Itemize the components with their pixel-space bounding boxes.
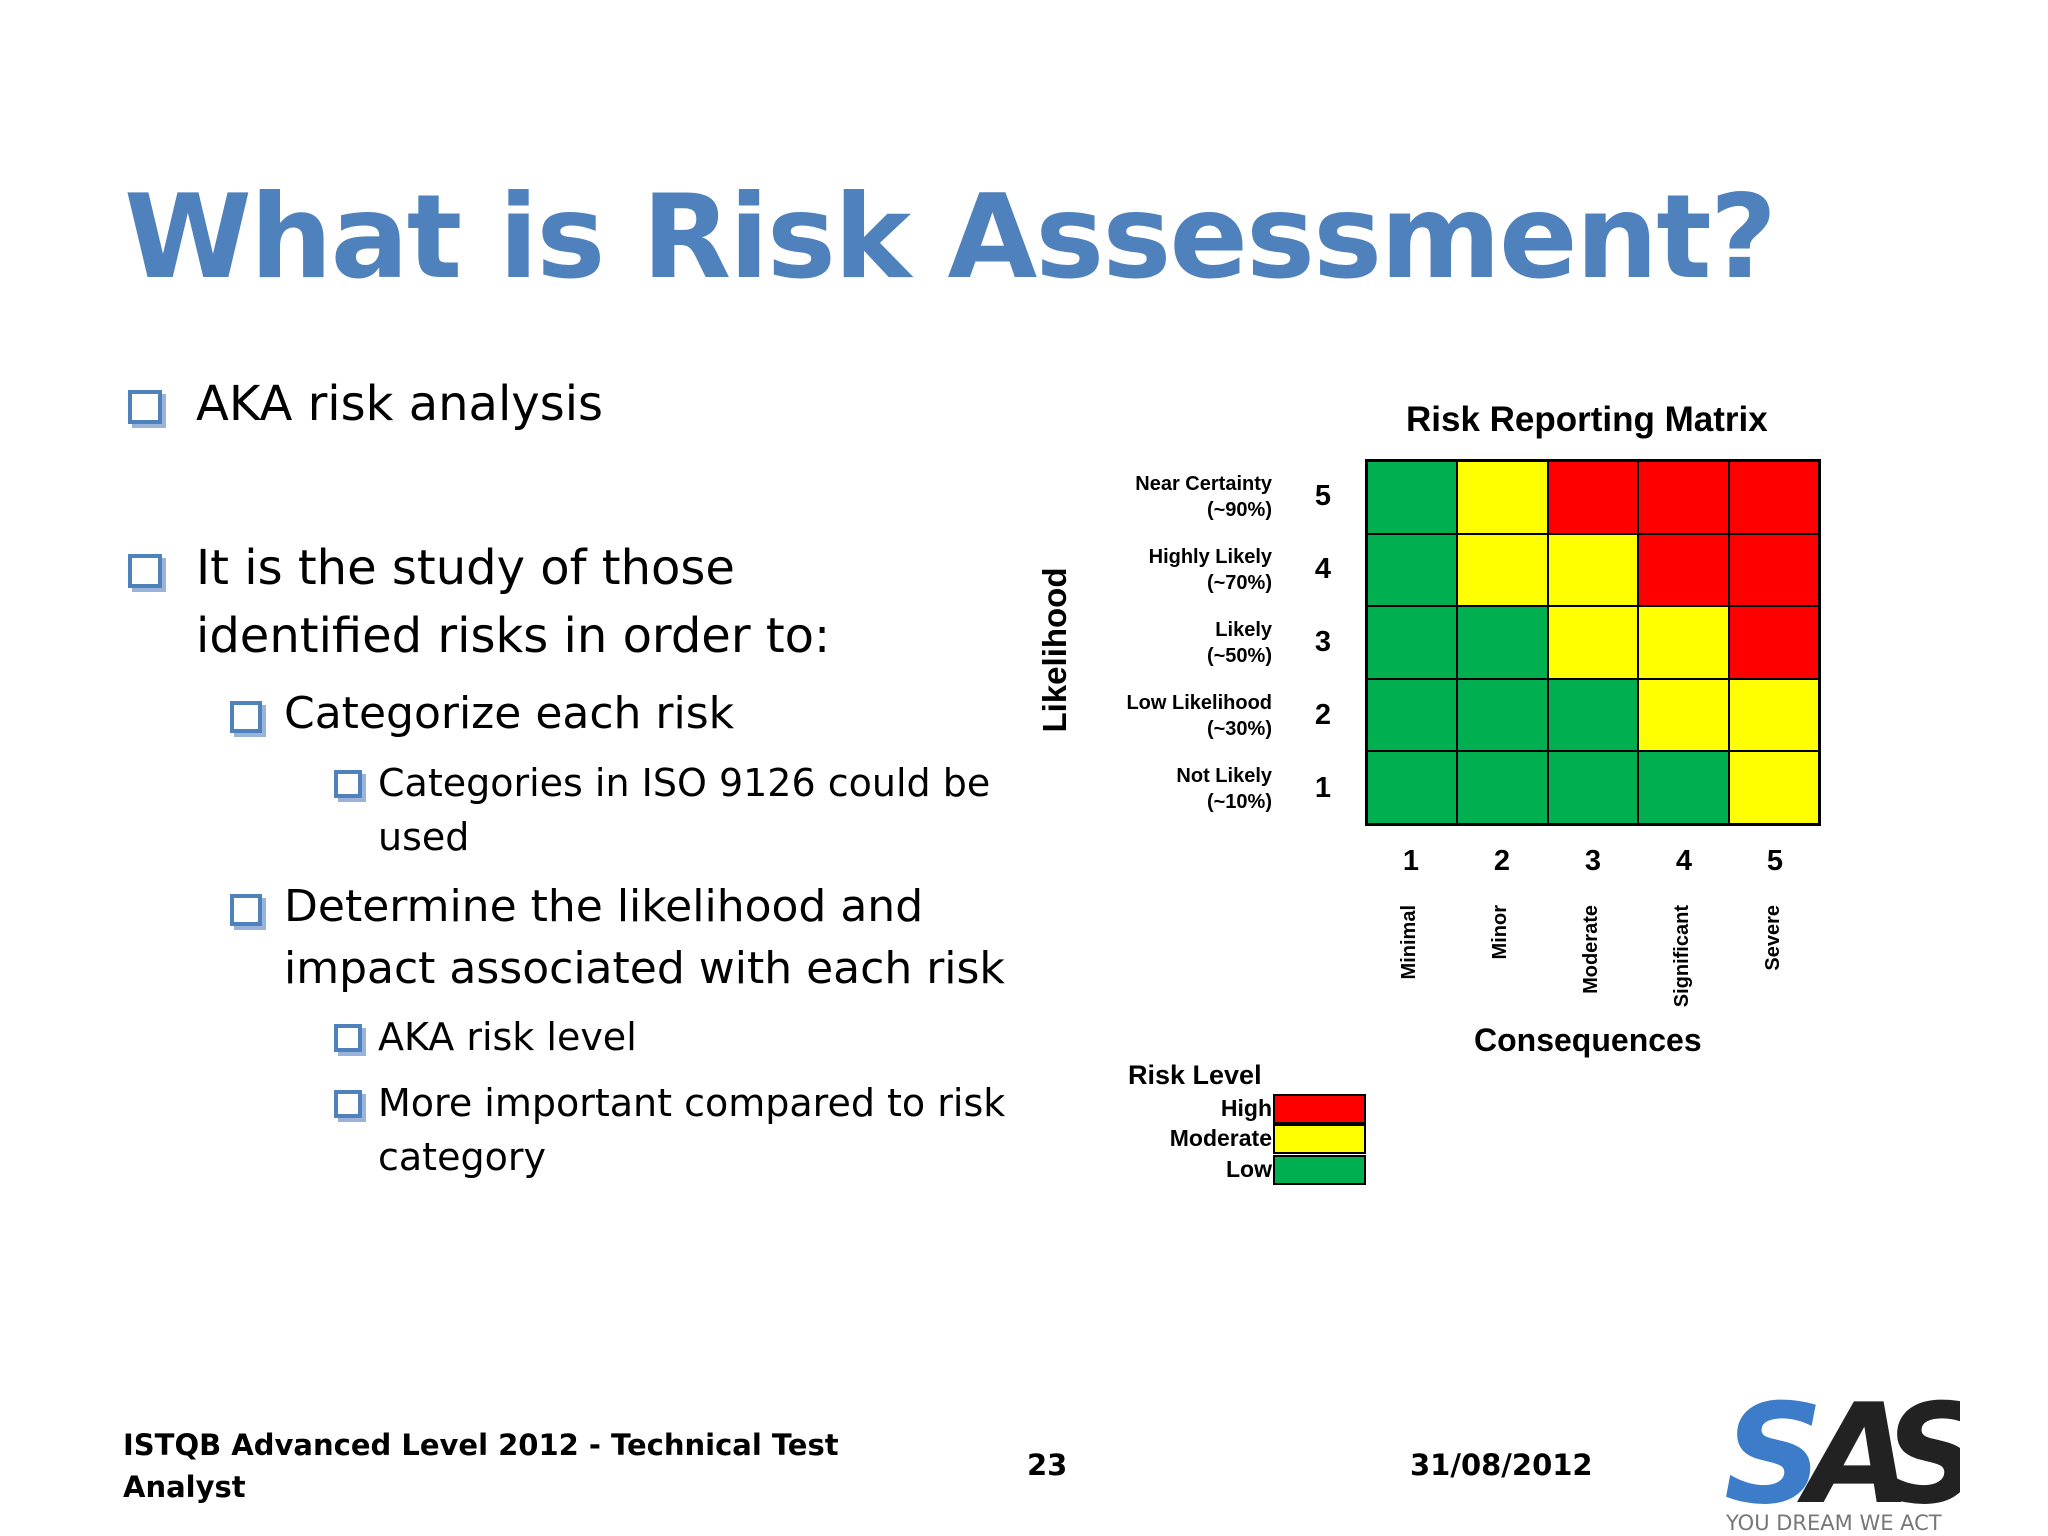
matrix-cell-low	[1367, 678, 1458, 752]
column-label: Severe	[1762, 905, 1784, 971]
checkbox-bullet-icon	[230, 894, 262, 926]
legend-swatch-high	[1273, 1094, 1366, 1124]
bullet-text: AKA risk level	[378, 1015, 637, 1059]
consequences-axis-label: Consequences	[1474, 1022, 1702, 1058]
row-label-pct: (~90%)	[1206, 499, 1272, 521]
legend-swatch-low	[1273, 1155, 1366, 1185]
bullet-text: AKA risk analysis	[196, 376, 604, 432]
row-label-pct: (~10%)	[1206, 791, 1272, 813]
matrix-cell-low	[1367, 461, 1458, 534]
matrix-cell-low	[1638, 751, 1729, 824]
legend-label-low: Low	[1226, 1156, 1272, 1182]
row-label-pct: (~30%)	[1206, 718, 1272, 740]
row-label-name: Likely	[1215, 619, 1272, 641]
matrix-cell-moderate	[1728, 678, 1819, 752]
footer-course-line1: ISTQB Advanced Level 2012 - Technical Te…	[123, 1428, 839, 1462]
checkbox-bullet-icon	[334, 770, 362, 798]
logo-a-letter: A	[1797, 1380, 1913, 1535]
matrix-cell-low	[1547, 678, 1639, 752]
slide-title: What is Risk Assessment?	[124, 170, 1777, 305]
bullet-item: AKA risk analysis	[124, 370, 1024, 438]
bullet-item: Categories in ISO 9126 could be used	[330, 756, 1000, 864]
row-label: Low Likelihood (~30%)	[1032, 690, 1272, 742]
legend-label-high: High	[1220, 1095, 1272, 1121]
footer-course-line2: Analyst	[123, 1470, 246, 1504]
footer-date: 31/08/2012	[1410, 1448, 1593, 1482]
matrix-cell-moderate	[1457, 533, 1548, 607]
row-number: 3	[1314, 626, 1332, 658]
matrix-cell-moderate	[1638, 678, 1729, 752]
matrix-cell-high	[1728, 606, 1819, 679]
bullet-text: It is the study of those identified risk…	[196, 540, 831, 664]
matrix-cell-moderate	[1638, 606, 1729, 679]
row-label-pct: (~50%)	[1206, 645, 1272, 667]
bullet-text: Categories in ISO 9126 could be used	[378, 761, 991, 859]
sas-logo: S A S YOU DREAM WE ACT	[1724, 1380, 1960, 1535]
matrix-cell-high	[1638, 533, 1729, 607]
column-label: Significant	[1671, 905, 1693, 1008]
bullet-text: Categorize each risk	[284, 688, 735, 739]
row-label-name: Not Likely	[1176, 765, 1272, 787]
checkbox-bullet-icon	[334, 1024, 362, 1052]
bullet-text: More important compared to risk category	[378, 1081, 1006, 1179]
checkbox-bullet-icon	[334, 1090, 362, 1118]
bullet-text: Determine the likelihood and impact asso…	[284, 881, 1005, 994]
matrix-cell-moderate	[1547, 606, 1639, 679]
checkbox-bullet-icon	[128, 390, 162, 424]
row-number: 5	[1314, 480, 1332, 512]
checkbox-bullet-icon	[230, 701, 262, 733]
row-label: Not Likely (~10%)	[1032, 763, 1272, 815]
column-number: 2	[1493, 845, 1511, 877]
logo-s1-letter: S	[1724, 1380, 1823, 1535]
row-label-name: Low Likelihood	[1126, 692, 1272, 714]
matrix-cell-high	[1728, 461, 1819, 534]
matrix-cell-high	[1638, 461, 1729, 534]
bullet-item: It is the study of those identified risk…	[124, 534, 974, 670]
bullet-item: AKA risk level	[330, 1010, 1030, 1064]
row-number: 2	[1314, 699, 1332, 731]
column-number: 3	[1584, 845, 1602, 877]
bullet-item: More important compared to risk category	[330, 1076, 1030, 1184]
footer-course: ISTQB Advanced Level 2012 - Technical Te…	[123, 1424, 883, 1508]
page-number: 23	[1027, 1448, 1068, 1482]
row-label-name: Highly Likely	[1148, 546, 1272, 568]
matrix-cell-moderate	[1728, 751, 1819, 824]
column-number: 5	[1766, 845, 1784, 877]
matrix-cell-low	[1457, 751, 1548, 824]
matrix-cell-low	[1547, 751, 1639, 824]
column-number: 4	[1675, 845, 1693, 877]
risk-matrix-grid	[1365, 459, 1821, 826]
legend-label-moderate: Moderate	[1169, 1125, 1272, 1151]
row-label: Likely (~50%)	[1032, 617, 1272, 669]
column-label: Minimal	[1398, 905, 1420, 980]
bullet-item: Categorize each risk	[226, 683, 1026, 745]
checkbox-bullet-icon	[128, 554, 162, 588]
column-label: Minor	[1489, 905, 1511, 960]
row-label-name: Near Certainty	[1135, 473, 1272, 495]
row-label-pct: (~70%)	[1206, 572, 1272, 594]
matrix-cell-high	[1728, 533, 1819, 607]
legend-title: Risk Level	[1128, 1060, 1262, 1090]
logo-tagline: YOU DREAM WE ACT	[1725, 1511, 1942, 1535]
matrix-title: Risk Reporting Matrix	[1406, 400, 1768, 439]
legend-swatch-moderate	[1273, 1124, 1366, 1154]
matrix-cell-moderate	[1457, 461, 1548, 534]
bullet-list: AKA risk analysis It is the study of tho…	[0, 0, 1060, 1260]
row-number: 1	[1314, 772, 1332, 804]
matrix-cell-low	[1457, 606, 1548, 679]
matrix-cell-low	[1457, 678, 1548, 752]
column-label: Moderate	[1580, 905, 1602, 994]
row-number: 4	[1314, 553, 1332, 585]
matrix-cell-high	[1547, 461, 1639, 534]
matrix-cell-moderate	[1547, 533, 1639, 607]
matrix-cell-low	[1367, 533, 1458, 607]
matrix-cell-low	[1367, 751, 1458, 824]
column-number: 1	[1402, 845, 1420, 877]
row-label: Near Certainty (~90%)	[1032, 471, 1272, 523]
matrix-cell-low	[1367, 606, 1458, 679]
logo-s2-letter: S	[1884, 1380, 1960, 1535]
row-label: Highly Likely (~70%)	[1032, 544, 1272, 596]
bullet-item: Determine the likelihood and impact asso…	[226, 876, 1006, 1000]
